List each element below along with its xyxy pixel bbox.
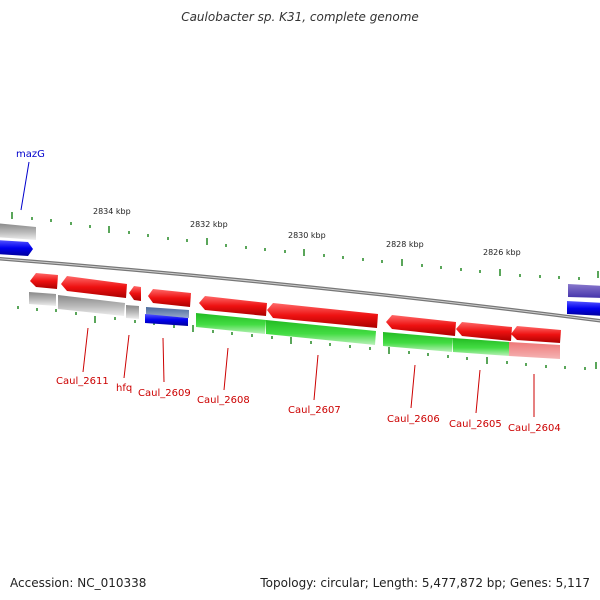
- feature-hfq-gray[interactable]: [126, 305, 139, 319]
- gene-label-caul-2604: Caul_2604: [508, 423, 561, 434]
- feature-caul-2609-blue[interactable]: [145, 314, 188, 326]
- feature-caul-2604-pink[interactable]: [509, 342, 560, 359]
- feature-gray-1[interactable]: [29, 292, 56, 306]
- gene-caul-2605-red[interactable]: [456, 322, 512, 341]
- gene-caul-2606-red[interactable]: [386, 315, 456, 336]
- gene-mazG[interactable]: [0, 240, 33, 256]
- feature-caul-2605-green[interactable]: [453, 338, 509, 356]
- kbp-label-2832: 2832 kbp: [190, 220, 228, 229]
- gene-leader-lines: [82, 327, 535, 417]
- gene-label-hfq: hfq: [116, 383, 132, 394]
- gene-label-caul-2605: Caul_2605: [449, 419, 502, 430]
- feature-caul-2607-green[interactable]: [266, 320, 376, 345]
- gene-caul-2608-red[interactable]: [199, 296, 267, 316]
- gene-caul-2607-red[interactable]: [267, 303, 378, 328]
- gene-red-1[interactable]: [30, 273, 58, 289]
- gene-caul-2604-red[interactable]: [511, 326, 561, 343]
- kbp-label-2834: 2834 kbp: [93, 207, 131, 216]
- gene-label-caul-2606: Caul_2606: [387, 414, 440, 425]
- kbp-label-2830: 2830 kbp: [288, 231, 326, 240]
- kbp-label-2826: 2826 kbp: [483, 248, 521, 257]
- gene-unnamed-right-purple[interactable]: [568, 284, 600, 298]
- mazG-leader-line: [20, 161, 30, 211]
- gene-label-caul-2611: Caul_2611: [56, 376, 109, 387]
- gene-unnamed-right-blue[interactable]: [567, 301, 600, 316]
- gene-label-caul-2607: Caul_2607: [288, 405, 341, 416]
- feature-caul-2608-green[interactable]: [196, 313, 266, 334]
- gene-caul-2609-red[interactable]: [148, 289, 191, 307]
- gene-unnamed-left-gray[interactable]: [0, 223, 36, 240]
- feature-caul-2606-green[interactable]: [383, 332, 453, 352]
- upper-tick-ring: [11, 212, 599, 280]
- feature-caul-2611-gray[interactable]: [58, 295, 125, 316]
- gene-caul-2611-red[interactable]: [61, 276, 127, 298]
- lower-tick-ring: [17, 306, 597, 370]
- gene-hfq-red[interactable]: [129, 286, 141, 301]
- genome-backbone-highlight: [0, 258, 600, 322]
- topology-text: Topology: circular; Length: 5,477,872 bp…: [260, 576, 590, 590]
- gene-label-caul-2608: Caul_2608: [197, 395, 250, 406]
- gene-label-mazG: mazG: [16, 149, 45, 160]
- genome-title: Caulobacter sp. K31, complete genome: [181, 10, 419, 24]
- kbp-label-2828: 2828 kbp: [386, 240, 424, 249]
- gene-label-caul-2609: Caul_2609: [138, 388, 191, 399]
- accession-text: Accession: NC_010338: [10, 576, 147, 590]
